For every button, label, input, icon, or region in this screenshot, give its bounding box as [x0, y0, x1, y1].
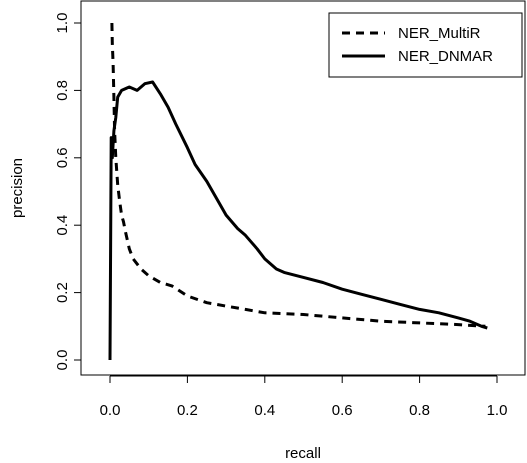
x-axis-title: recall	[285, 445, 321, 462]
series-line-ner-multir	[110, 22, 486, 328]
x-tick-label: 0.2	[177, 402, 198, 419]
legend-label: NER_DNMAR	[398, 48, 493, 65]
series-layer	[108, 22, 488, 361]
legend-box	[328, 12, 523, 78]
x-axis: 0.0 0.2 0.4 0.6 0.8 1.0	[100, 375, 508, 419]
x-tick-label: 0.4	[254, 402, 275, 419]
y-axis: 0.0 0.2 0.4 0.6 0.8 1.0	[54, 13, 82, 371]
y-tick-label: 0.6	[54, 147, 71, 168]
y-tick-label: 0.0	[54, 350, 71, 371]
x-tick-label: 0.8	[409, 402, 430, 419]
y-axis-title: precision	[9, 158, 26, 218]
y-tick-label: 0.8	[54, 80, 71, 101]
x-tick-label: 0.6	[332, 402, 353, 419]
series-line-ner-dnmar	[108, 80, 488, 361]
x-tick-label: 1.0	[487, 402, 508, 419]
legend: NER_MultiR NER_DNMAR	[328, 12, 523, 78]
y-tick-label: 0.2	[54, 282, 71, 303]
x-tick-label: 0.0	[100, 402, 121, 419]
legend-label: NER_MultiR	[398, 25, 481, 42]
y-tick-label: 1.0	[54, 13, 71, 34]
y-tick-label: 0.4	[54, 215, 71, 236]
